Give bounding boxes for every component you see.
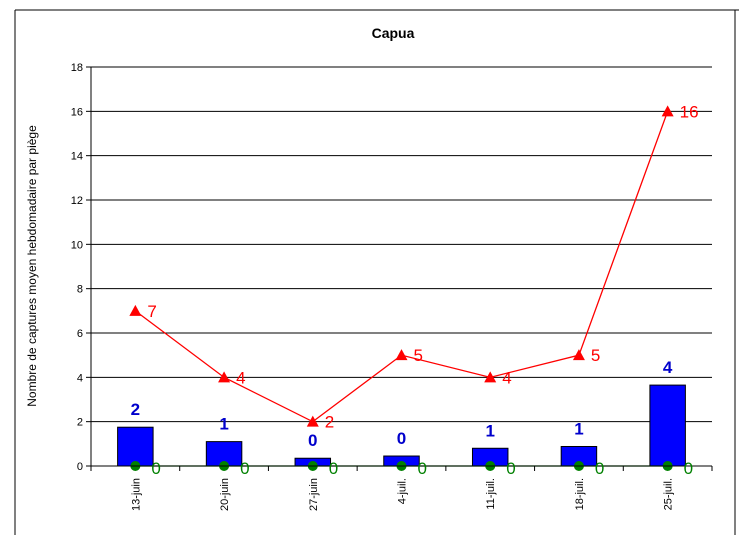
x-tick-label: 20-juin [219,478,231,511]
bar-data-label: 0 [308,431,317,450]
green-data-label: 0 [418,459,427,478]
bar-data-label: 1 [574,419,583,438]
red-triangle-point [484,371,497,383]
bar-data-label: 2 [131,400,140,419]
red-data-label: 4 [502,368,511,387]
y-tick-label: 12 [71,195,83,207]
x-tick-label: 25-juil. [663,478,675,510]
y-tick-label: 6 [77,328,83,340]
x-tick-label: 27-juin [308,478,320,511]
bar-data-label: 1 [485,421,494,440]
y-tick-label: 2 [77,417,83,429]
x-tick-label: 4-juil. [397,478,409,504]
red-triangle-point [306,415,319,427]
y-tick-label: 0 [77,461,83,473]
red-triangle-point [395,349,408,361]
grid [91,66,712,423]
red-data-label: 2 [325,413,334,432]
y-axis-label: Nombre de captures moyen hebdomadaire pa… [25,125,39,407]
bar [117,426,154,467]
x-tick-label: 13-juin [130,478,142,511]
x-tick-label: 11-juil. [485,478,497,510]
y-tick-label: 14 [71,151,83,163]
red-line-series [129,105,674,427]
red-triangle-point [661,105,674,117]
y-tick-label: 16 [71,106,83,118]
x-tick-label: 18-juil. [574,478,586,510]
red-triangle-point [572,349,585,361]
y-tick-label: 18 [71,62,83,74]
red-data-label: 4 [236,368,245,387]
red-data-label: 16 [680,102,699,121]
y-tick-label: 10 [71,239,83,251]
green-data-label: 0 [684,459,693,478]
red-series-line [134,111,669,423]
bar-data-label: 1 [219,415,228,434]
red-data-label: 5 [414,346,423,365]
green-data-label: 0 [151,459,160,478]
red-data-label: 5 [591,346,600,365]
green-data-label: 0 [506,459,515,478]
green-data-label: 0 [240,459,249,478]
y-tick-label: 8 [77,284,83,296]
bar-data-label: 0 [397,429,406,448]
green-data-label: 0 [595,459,604,478]
red-data-label: 7 [147,302,156,321]
bar-series [117,384,686,467]
bar [649,384,686,467]
red-triangle-point [218,371,231,383]
bar-data-label: 4 [663,358,673,377]
green-data-label: 0 [329,459,338,478]
y-tick-label: 4 [77,372,83,384]
red-triangle-point [129,304,142,316]
chart-title: Capua [372,25,415,41]
